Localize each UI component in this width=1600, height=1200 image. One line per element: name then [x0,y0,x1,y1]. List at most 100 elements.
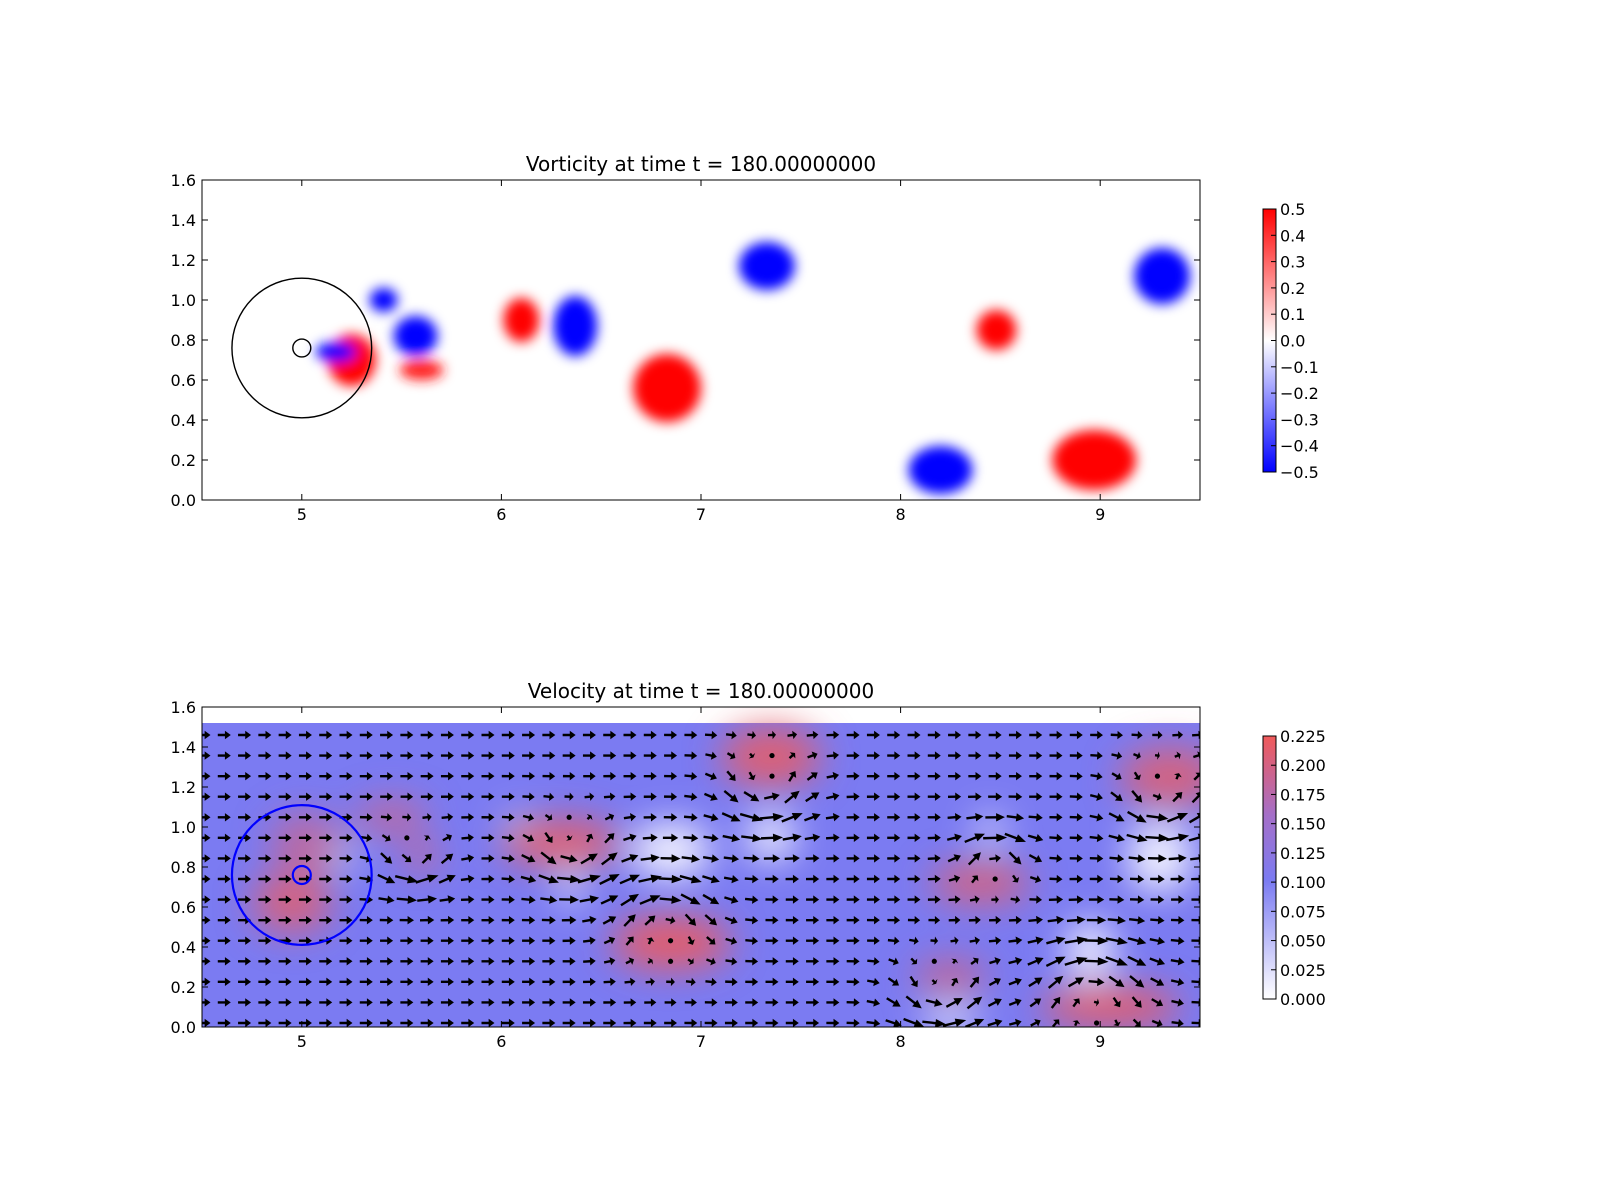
velocity-title: Velocity at time t = 180.00000000 [528,679,874,703]
vorticity-plot-background [202,180,1200,500]
quiver-arrow [969,895,980,904]
quiver-arrow [420,771,434,781]
quiver-arrow [501,957,515,966]
quiver-arrow [1165,833,1190,842]
quiver-arrow [866,751,880,760]
quiver-arrow [907,792,921,801]
quiver-arrow [705,977,717,987]
quiver-arrow [787,730,798,740]
quiver-arrow [217,936,231,945]
velocity-colorbar-tick-label: 0.125 [1280,844,1326,863]
quiver-arrow [942,1018,967,1027]
quiver-arrow [544,814,553,822]
quiver-arrow [623,998,637,1007]
quiver-arrow [964,833,985,844]
quiver-arrow [866,813,880,822]
quiver-arrow [1191,915,1200,925]
quiver-arrow [885,1019,902,1027]
quiver-arrow [278,813,292,822]
quiver-arrow [1088,895,1105,904]
quiver-arrow [522,792,535,801]
quiver-arrow [726,770,736,781]
quiver-arrow [621,854,639,863]
quiver-arrow [1028,915,1043,925]
quiver-arrow [866,895,880,904]
quiver-arrow [1090,730,1103,740]
quiver-arrow [1008,851,1022,865]
quiver-arrow [420,936,434,945]
quiver-arrow [1004,832,1026,843]
quiver-arrow [785,1018,799,1027]
quiver-arrow [1127,810,1147,823]
quiver-arrow [460,874,475,884]
quiver-arrow [1145,833,1170,843]
quiver-arrow [907,751,921,760]
quiver-arrow [748,771,756,781]
quiver-arrow [501,874,515,884]
quiver-arrow [298,792,312,801]
quiver-arrow [887,751,901,760]
quiver-arrow [947,813,962,822]
quiver-arrow [684,913,697,926]
quiver-arrow [460,895,475,904]
quiver-arrow [1089,833,1104,843]
quiver-arrow [562,751,576,760]
quiver-arrow [1150,916,1165,925]
quiver-arrow [826,792,840,801]
quiver-arrow [887,874,901,884]
quiver-arrow [948,730,962,740]
quiver-arrow [1008,730,1022,740]
quiver-arrow [1008,915,1022,925]
quiver-arrow [461,854,475,863]
quiver-arrow [887,936,900,945]
quiver-arrow [747,730,757,740]
velocity-colorbar-tick-label: 0.100 [1280,873,1326,892]
quiver-arrow [501,771,515,781]
quiver-arrow [339,813,353,822]
quiver-arrow [724,998,738,1007]
vorticity-y-tick-label: 1.0 [171,291,196,310]
quiver-arrow [660,854,681,863]
quiver-arrow [440,915,455,925]
quiver-arrow [1066,915,1086,925]
quiver-dot [667,958,674,964]
quiver-arrow [985,813,1005,822]
quiver-arrow [603,771,617,781]
quiver-arrow [1149,936,1166,945]
fast-region [1120,747,1200,807]
quiver-arrow [359,977,373,987]
quiver-arrow [501,792,515,801]
quiver-arrow [826,915,840,925]
velocity-x-tick-label: 5 [297,1032,307,1051]
quiver-arrow [623,771,637,781]
quiver-arrow [319,771,333,781]
quiver-arrow [278,874,292,884]
quiver-arrow [202,874,211,884]
quiver-arrow [1173,773,1182,780]
quiver-arrow [846,833,860,843]
quiver-arrow [966,996,983,1010]
quiver-arrow [684,998,697,1007]
quiver-arrow [258,751,272,760]
quiver-arrow [886,997,901,1007]
quiver-arrow [907,874,921,884]
vorticity-colorbar-tick-label: 0.4 [1280,226,1305,245]
quiver-arrow [1008,771,1022,781]
quiver-arrow [989,854,1001,863]
quiver-arrow [319,833,333,843]
quiver-arrow [461,977,475,987]
quiver-arrow [664,792,678,801]
quiver-arrow [1029,792,1043,801]
quiver-arrow [359,1018,373,1027]
quiver-arrow [1110,791,1123,802]
velocity-speed-regions [251,727,1200,1027]
quiver-arrow [278,730,292,740]
quiver-arrow [380,1018,394,1027]
quiver-arrow [785,874,799,884]
quiver-arrow [298,977,312,987]
quiver-arrow [380,998,394,1007]
positive-vortex [1052,430,1137,490]
quiver-arrow [947,854,961,863]
quiver-arrow [706,936,716,945]
quiver-arrow [1027,834,1044,843]
